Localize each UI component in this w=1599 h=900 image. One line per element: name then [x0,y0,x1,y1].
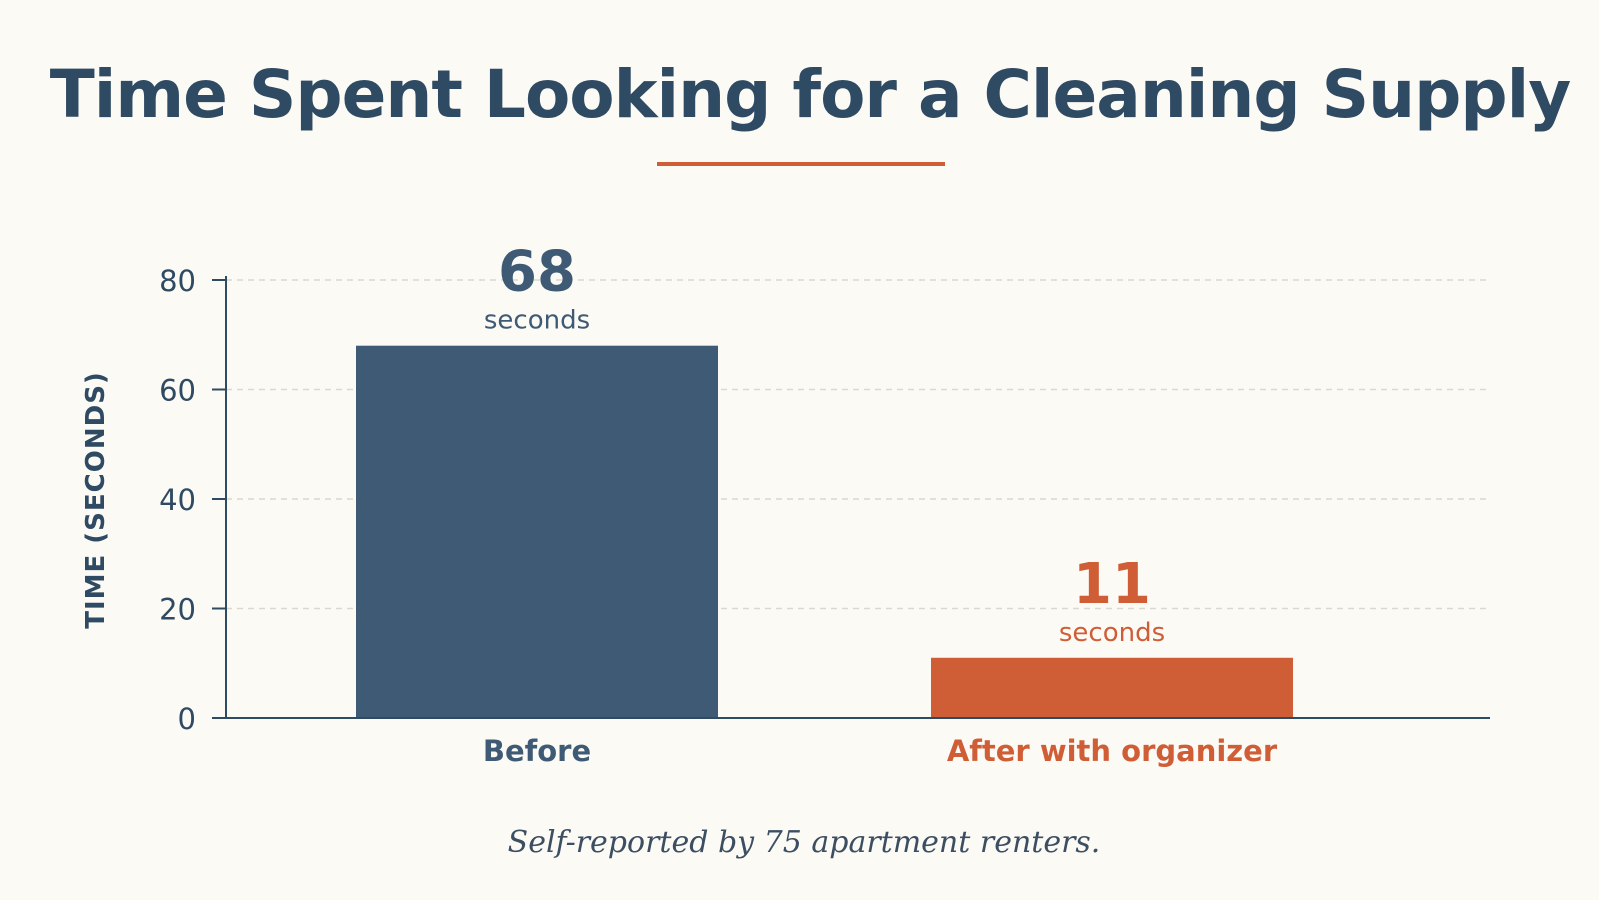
bars [356,345,1293,718]
unit-label: seconds [484,306,590,336]
value-label: 68 [498,240,576,305]
bar-after [931,657,1293,718]
x-category-label: After with organizer [947,734,1278,768]
bar-before [356,345,718,718]
value-label: 11 [1073,552,1151,617]
x-category-label: Before [483,734,591,768]
chart-title: Time Spent Looking for a Cleaning Supply [50,56,1571,133]
unit-label: seconds [1059,618,1165,648]
axes [212,276,1490,719]
y-tick-label: 20 [159,593,196,627]
y-tick-label: 40 [159,483,196,517]
y-tick-label: 60 [159,374,196,408]
y-tick-label: 0 [178,702,196,736]
footnote: Self-reported by 75 apartment renters. [508,825,1101,860]
y-tick-label: 80 [159,264,196,298]
y-axis-title: TIME (SECONDS) [81,371,111,629]
